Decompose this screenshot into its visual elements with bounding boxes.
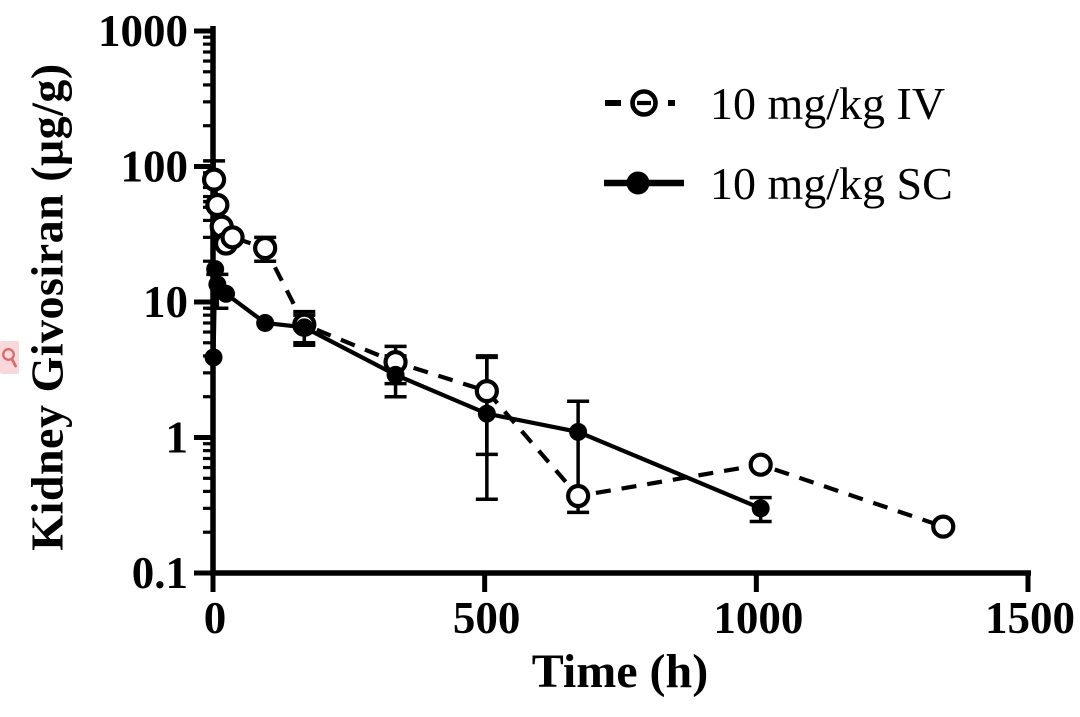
legend-item-iv: 10 mg/kg IV [604, 74, 953, 132]
marker-filled-circle-sc [751, 499, 770, 518]
legend-sc-marker-icon [604, 171, 684, 195]
marker-filled-circle-sc [204, 348, 223, 367]
marker-filled-circle-sc [206, 260, 225, 279]
legend-iv-label: 10 mg/kg IV [710, 77, 946, 129]
marker-open-circle-iv [205, 192, 230, 218]
x-tick-label: 500 [453, 593, 521, 643]
marker-filled-circle-sc [477, 404, 496, 423]
magnifier-icon [2, 347, 17, 367]
marker-open-circle-iv [220, 225, 245, 250]
y-tick-label: 10 [143, 277, 188, 327]
legend-iv-marker-icon [605, 89, 675, 117]
marker-open-circle-iv [931, 514, 956, 539]
marker-filled-circle-sc [295, 318, 314, 337]
y-tick-label: 0.1 [132, 548, 188, 598]
marker-filled-circle-sc [569, 422, 588, 441]
marker-open-circle-iv [201, 167, 227, 192]
x-axis-title: Time (h) [531, 645, 709, 698]
legend-sc-label: 10 mg/kg SC [710, 157, 953, 209]
y-tick-label: 100 [121, 142, 189, 192]
y-axis-title: Kidney Givosiran (μg/g) [21, 63, 73, 551]
y-tick-label: 1 [166, 413, 189, 463]
series-line-iv [212, 179, 944, 529]
legend: 10 mg/kg IV 10 mg/kg SC [604, 74, 953, 212]
magnifier-watermark-badge [0, 341, 19, 374]
marker-open-circle-iv [566, 483, 591, 509]
x-tick-label: 1500 [985, 593, 1075, 643]
marker-open-circle-iv [253, 235, 278, 261]
marker-filled-circle-sc [386, 365, 405, 384]
x-tick-label: 1000 [713, 593, 803, 643]
marker-open-circle-iv [474, 379, 499, 404]
marker-filled-circle-sc [256, 313, 275, 332]
marker-filled-circle-sc [217, 284, 236, 303]
x-tick-label: 0 [204, 593, 227, 643]
marker-open-circle-iv [748, 452, 773, 477]
y-tick-label: 1000 [98, 6, 188, 56]
legend-item-sc: 10 mg/kg SC [604, 154, 953, 212]
